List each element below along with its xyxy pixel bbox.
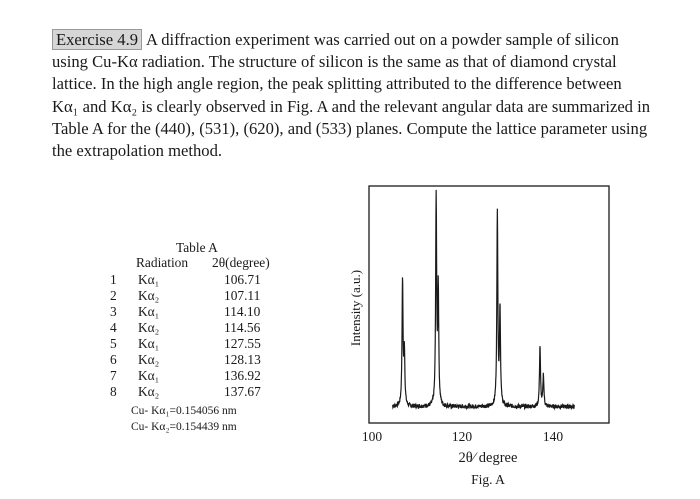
plot-frame <box>368 185 610 424</box>
column-header-two-theta: 2θ(degree) <box>212 255 270 270</box>
row-radiation: Kα₁ <box>138 368 160 383</box>
row-number: 4 <box>110 320 117 335</box>
table-row: 5 Kα₁ 127.55 <box>104 336 324 352</box>
x-tick-label: 120 <box>452 429 473 444</box>
table-row: 6 Kα₂ 128.13 <box>104 352 324 368</box>
problem-statement: Exercise 4.9 A diffraction experiment was… <box>52 29 652 162</box>
row-radiation: Kα₂ <box>138 384 160 399</box>
table-row: 4 Kα₂ 114.56 <box>104 320 324 336</box>
row-two-theta: 137.67 <box>224 384 261 399</box>
row-number: 7 <box>110 368 117 383</box>
row-radiation: Kα₁ <box>138 272 160 287</box>
problem-text: A diffraction experiment was carried out… <box>52 30 651 161</box>
row-two-theta: 128.13 <box>224 352 261 367</box>
table-row: 2 Kα₂ 107.11 <box>104 288 324 304</box>
table-row: 3 Kα₁ 114.10 <box>104 304 324 320</box>
plot-area <box>391 189 575 411</box>
row-number: 2 <box>110 288 117 303</box>
exercise-label: Exercise 4.9 <box>52 29 143 50</box>
row-number: 3 <box>110 304 117 319</box>
table-row: 8 Kα₂ 137.67 <box>104 384 324 400</box>
row-radiation: Kα₁ <box>138 336 160 351</box>
diffraction-trace <box>391 189 575 411</box>
row-radiation: Kα₁ <box>138 304 160 319</box>
table-row: 7 Kα₁ 136.92 <box>104 368 324 384</box>
row-number: 6 <box>110 352 117 367</box>
row-two-theta: 136.92 <box>224 368 261 383</box>
row-radiation: Kα₂ <box>138 352 160 367</box>
table-row: 1 Kα₁ 106.71 <box>104 272 324 288</box>
y-axis-label: Intensity (a.u.) <box>348 270 363 346</box>
x-tick-label: 100 <box>362 429 383 444</box>
row-number: 8 <box>110 384 117 399</box>
row-two-theta: 114.10 <box>224 304 261 319</box>
xrd-figure: Intensity (a.u.) 100 120 140 2θ⁄ degree … <box>348 185 610 487</box>
row-radiation: Kα₂ <box>138 288 160 303</box>
row-two-theta: 107.11 <box>224 288 261 303</box>
x-axis-label: 2θ⁄ degree <box>459 450 518 466</box>
row-number: 5 <box>110 336 117 351</box>
row-number: 1 <box>110 272 117 287</box>
wavelength-note-ka2: Cu- Kα₂=0.154439 nm <box>131 421 237 433</box>
figure-caption: Fig. A <box>471 472 505 487</box>
x-tick-label: 140 <box>543 429 564 444</box>
wavelength-note-ka1: Cu- Kα₁=0.154056 nm <box>131 405 237 417</box>
row-two-theta: 106.71 <box>224 272 261 287</box>
row-two-theta: 114.56 <box>224 320 261 335</box>
row-two-theta: 127.55 <box>224 336 261 351</box>
row-radiation: Kα₂ <box>138 320 160 335</box>
table-title: Table A <box>176 240 218 255</box>
column-header-radiation: Radiation <box>136 255 189 270</box>
